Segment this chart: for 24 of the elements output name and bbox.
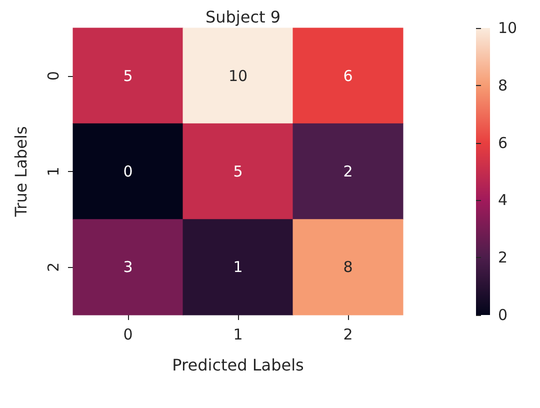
data-label: 2 — [343, 162, 353, 180]
data-label: 1 — [233, 258, 243, 276]
x-tick-label: 1 — [233, 326, 243, 344]
x-axis-title: Predicted Labels — [172, 356, 304, 374]
data-label: 8 — [343, 258, 353, 276]
y-tick-label: 2 — [44, 262, 62, 272]
data-label: 3 — [123, 258, 133, 276]
y-axis-title: True Labels — [12, 126, 30, 218]
color-bar-label: 0 — [498, 306, 508, 324]
y-tick-label: 1 — [44, 166, 62, 176]
color-bar-label: 8 — [498, 76, 508, 94]
data-label: 10 — [228, 66, 248, 85]
x-tick-label: 0 — [123, 326, 133, 344]
data-label: 6 — [343, 66, 353, 85]
chart-title: Subject 9 — [205, 8, 281, 26]
color-bar-label: 4 — [498, 191, 508, 210]
data-label: 0 — [123, 162, 133, 180]
color-bar-label: 6 — [498, 134, 508, 152]
color-bar-label: 10 — [498, 19, 518, 37]
color-bar-label: 2 — [498, 248, 508, 267]
data-label: 5 — [123, 66, 133, 85]
data-label: 5 — [233, 162, 243, 180]
y-tick-label: 0 — [44, 71, 62, 81]
x-tick-label: 2 — [343, 326, 353, 344]
